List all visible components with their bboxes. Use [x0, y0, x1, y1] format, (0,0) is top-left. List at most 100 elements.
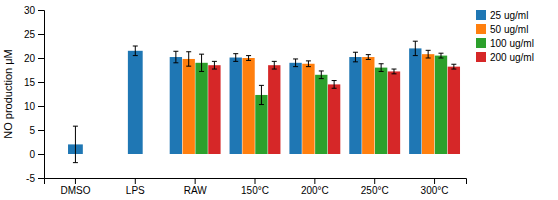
error-bar: [186, 52, 191, 66]
bar: [409, 48, 421, 154]
error-bar-cap: [306, 66, 311, 67]
x-tick: 200°C: [301, 178, 329, 196]
bar: [302, 64, 314, 154]
error-bar-line: [321, 71, 322, 79]
error-bar-cap: [133, 46, 138, 47]
x-tick-label: 300°C: [421, 185, 449, 196]
x-axis-line: [45, 179, 467, 185]
error-bar: [259, 85, 264, 104]
x-tick-mark: [75, 178, 76, 184]
error-bar-cap: [391, 69, 396, 70]
y-tick-label: 20: [24, 53, 36, 64]
error-bar-line: [355, 52, 356, 62]
bar: [208, 65, 220, 154]
legend-item: 100 ug/ml: [476, 38, 534, 49]
legend-swatch: [476, 10, 486, 20]
error-bar-cap: [451, 69, 456, 70]
error-bar-cap: [173, 62, 178, 63]
bar: [242, 58, 254, 154]
bar: [268, 65, 280, 154]
error-bar-cap: [212, 61, 217, 62]
error-bar-line: [274, 61, 275, 69]
legend-label: 50 ug/ml: [490, 24, 528, 35]
error-bar-cap: [186, 51, 191, 52]
error-bar-line: [440, 53, 441, 58]
legend-label: 25 ug/ml: [490, 10, 528, 21]
x-tick-mark: [255, 178, 256, 184]
legend-label: 100 ug/ml: [490, 38, 534, 49]
y-axis-title: NO production μM: [2, 49, 14, 138]
bar: [170, 57, 182, 154]
x-tick-label: DMSO: [60, 185, 90, 196]
error-bar-cap: [246, 55, 251, 56]
legend: 25 ug/ml 50 ug/ml 100 ug/ml 200 ug/ml: [476, 10, 534, 63]
y-tick: 5: [29, 125, 44, 136]
error-bar-cap: [319, 70, 324, 71]
bar: [183, 59, 195, 154]
error-bar-cap: [212, 69, 217, 70]
error-bar-cap: [366, 59, 371, 60]
error-bar-line: [75, 126, 76, 162]
bar: [422, 54, 434, 154]
error-bar-cap: [199, 71, 204, 72]
error-bar: [212, 61, 217, 69]
error-bar-cap: [332, 88, 337, 89]
bar: [315, 75, 327, 154]
error-bar-line: [214, 61, 215, 69]
x-tick: RAW: [184, 178, 208, 196]
error-bar-cap: [413, 41, 418, 42]
error-bar-line: [415, 41, 416, 55]
error-bar: [438, 53, 443, 58]
legend-item: 200 ug/ml: [476, 52, 534, 63]
error-bar-line: [381, 64, 382, 72]
error-bar-cap: [133, 55, 138, 56]
y-tick-label: 15: [24, 77, 36, 88]
error-bar-line: [175, 51, 176, 63]
x-tick: 250°C: [361, 178, 389, 196]
error-bar-cap: [293, 66, 298, 67]
y-tick-mark: [38, 10, 44, 11]
error-bar-line: [308, 61, 309, 67]
y-tick-mark: [38, 34, 44, 35]
y-axis-line: [38, 11, 45, 179]
legend-swatch: [476, 38, 486, 48]
plot-area: [68, 41, 460, 162]
y-tick-label: 5: [29, 125, 35, 136]
chart-svg: -5051015202530DMSOLPSRAW150°C200°C250°C3…: [0, 0, 558, 200]
error-bar-line: [368, 55, 369, 60]
error-bar: [173, 51, 178, 63]
error-bar-cap: [366, 54, 371, 55]
x-tick-mark: [374, 178, 375, 184]
error-bar-cap: [186, 66, 191, 67]
error-bar-cap: [272, 61, 277, 62]
bar: [328, 84, 340, 154]
legend-swatch: [476, 52, 486, 62]
y-tick-label: 0: [29, 149, 35, 160]
error-bar-cap: [451, 64, 456, 65]
error-bar-cap: [199, 54, 204, 55]
error-bar-line: [453, 64, 454, 69]
y-tick-mark: [38, 154, 44, 155]
error-bar-cap: [259, 85, 264, 86]
error-bar-cap: [438, 53, 443, 54]
y-tick-label: -5: [26, 173, 35, 184]
error-bar: [391, 69, 396, 74]
error-bar-cap: [413, 55, 418, 56]
error-bar-cap: [259, 104, 264, 105]
bar: [448, 67, 460, 154]
error-bar: [426, 50, 431, 58]
error-bar: [272, 61, 277, 69]
error-bar-line: [428, 50, 429, 58]
x-tick-mark: [135, 178, 136, 184]
error-bar-cap: [246, 60, 251, 61]
chart-container: -5051015202530DMSOLPSRAW150°C200°C250°C3…: [0, 0, 558, 200]
error-bar-cap: [173, 51, 178, 52]
y-tick: 0: [29, 149, 44, 160]
bar: [388, 71, 400, 154]
error-bar: [293, 59, 298, 67]
error-bar: [199, 54, 204, 71]
y-tick-label: 10: [24, 101, 36, 112]
x-tick-label: 250°C: [361, 185, 389, 196]
error-bar: [379, 64, 384, 72]
bar: [289, 63, 301, 154]
